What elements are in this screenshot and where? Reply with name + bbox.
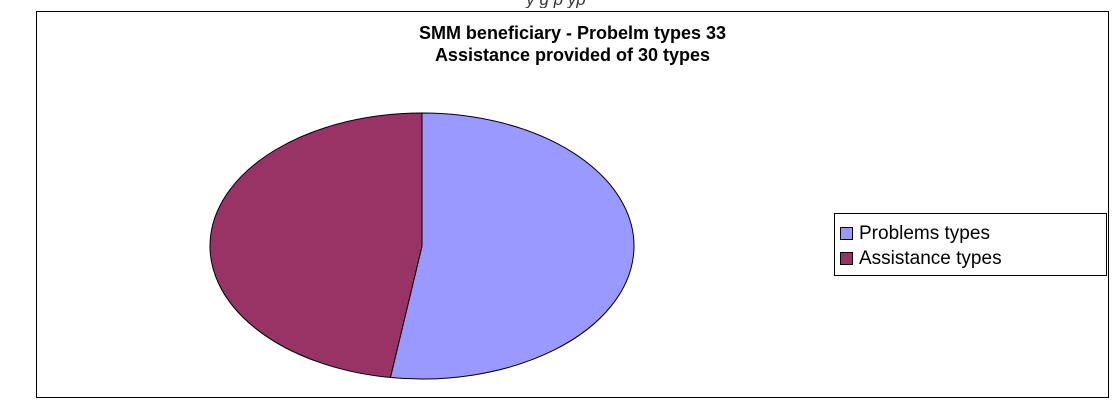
legend-item-problems: Problems types bbox=[840, 221, 1106, 246]
legend-label-problems: Problems types bbox=[859, 222, 990, 244]
legend-swatch-problems bbox=[840, 227, 853, 240]
chart-title-line-1: SMM beneficiary - Probelm types 33 bbox=[418, 23, 727, 43]
chart-area: SMM beneficiary - Probelm types 33 Assis… bbox=[36, 11, 1109, 398]
legend-label-assistance: Assistance types bbox=[859, 247, 1002, 269]
cropped-caption-text: y g p yp bbox=[0, 0, 1112, 8]
chart-title: SMM beneficiary - Probelm types 33 Assis… bbox=[37, 22, 1108, 66]
legend-item-assistance: Assistance types bbox=[840, 246, 1106, 271]
pie-slice-problems bbox=[389, 112, 635, 380]
pie-slice-assistance bbox=[209, 112, 423, 379]
top-cropped-caption: y g p yp bbox=[0, 0, 1112, 8]
chart-legend: Problems types Assistance types bbox=[834, 213, 1107, 276]
chart-title-line-2: Assistance provided of 30 types bbox=[434, 45, 711, 65]
legend-swatch-assistance bbox=[840, 252, 853, 265]
pie-chart bbox=[209, 112, 635, 380]
